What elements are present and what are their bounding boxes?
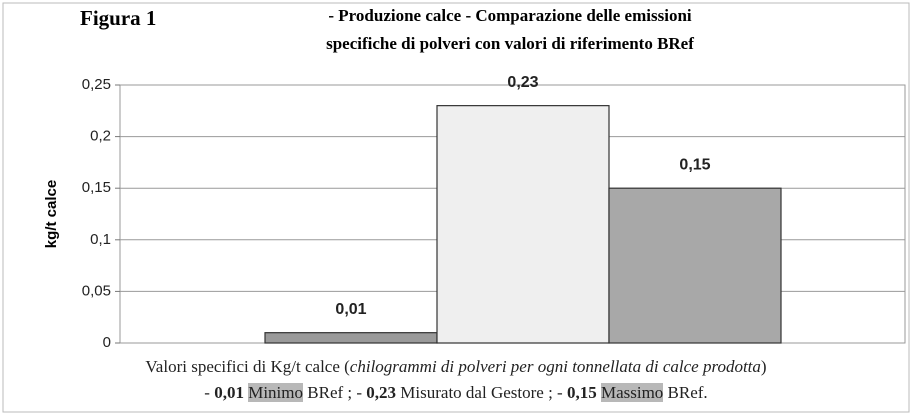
bar xyxy=(436,105,610,344)
caption-line: Valori specifici di Kg/t calce (chilogra… xyxy=(0,354,912,380)
caption-text: Massimo xyxy=(600,383,664,402)
caption-text: Valori specifici di Kg/t calce ( xyxy=(145,357,350,376)
y-tick-label: 0,25 xyxy=(82,76,111,93)
caption: Valori specifici di Kg/t calce (chilogra… xyxy=(0,354,912,406)
y-tick-label: 0,05 xyxy=(82,282,111,299)
caption-text: 0,15 xyxy=(566,383,597,402)
caption-text: 0,23 xyxy=(366,383,397,402)
caption-text: BRef. xyxy=(663,383,708,402)
bar xyxy=(264,332,438,344)
caption-text: BRef ; - xyxy=(303,383,367,402)
caption-text: - xyxy=(204,383,215,402)
y-tick-label: 0,1 xyxy=(90,231,111,248)
figure-label: Figura 1 xyxy=(80,6,156,30)
data-label: 0,23 xyxy=(507,74,538,91)
y-axis-label: kg/t calce xyxy=(43,180,60,248)
chart-title: - Produzione calce - Comparazione delle … xyxy=(328,6,692,25)
caption-text: ) xyxy=(760,357,767,376)
caption-text: chilogrammi di polveri per ogni tonnella… xyxy=(349,357,761,376)
caption-line: - 0,01 Minimo BRef ; - 0,23 Misurato dal… xyxy=(0,380,912,406)
data-label: 0,15 xyxy=(679,156,710,173)
y-tick-label: 0,2 xyxy=(90,128,111,145)
caption-text: Minimo xyxy=(248,383,304,402)
y-tick-label: 0,15 xyxy=(82,179,111,196)
data-label: 0,01 xyxy=(335,301,366,318)
y-tick-label: 0 xyxy=(103,334,111,351)
chart-title: specifiche di polveri con valori di rife… xyxy=(326,34,694,53)
caption-text: 0,01 xyxy=(214,383,244,402)
caption-text: Misurato dal Gestore ; - xyxy=(396,383,567,402)
bar xyxy=(608,187,782,344)
